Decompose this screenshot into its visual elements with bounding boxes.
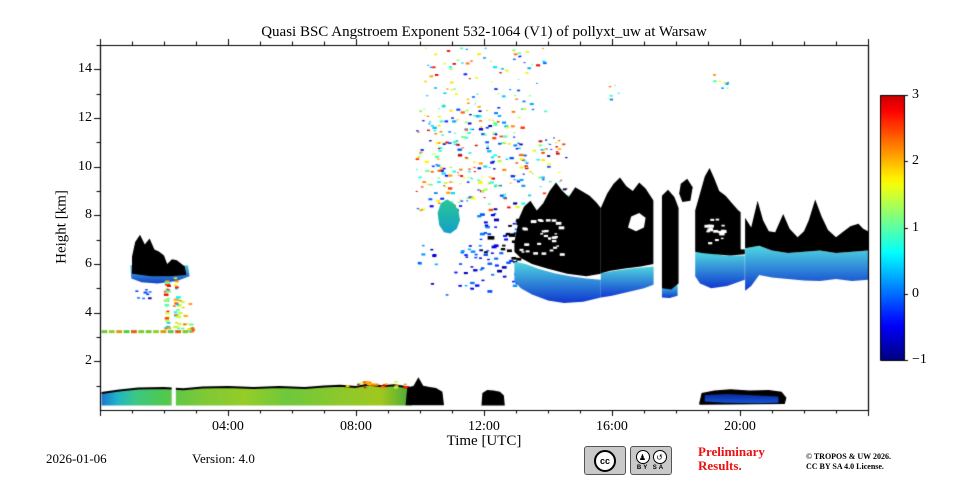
x-tick-label: 12:00	[468, 419, 500, 434]
preliminary-line2: Results.	[698, 458, 742, 473]
colorbar-tick-label: 1	[912, 219, 919, 235]
colorbar-tick-label: 3	[912, 87, 919, 102]
colorbar-tick-label: 2	[912, 153, 919, 169]
copyright-notice: © TROPOS & UW 2026. CC BY SA 4.0 License…	[806, 452, 891, 472]
preliminary-results-notice: Preliminary Results.	[698, 445, 765, 473]
attribution-person-icon: ♟	[635, 450, 650, 464]
x-tick-label: 08:00	[340, 419, 372, 434]
by-sa-caption: BY SA	[636, 465, 666, 471]
cc-icon: cc	[594, 449, 616, 472]
copyright-line1: © TROPOS & UW 2026.	[806, 452, 892, 461]
version-label: Version: 4.0	[192, 451, 255, 466]
y-axis-label: Height [km]	[53, 190, 70, 264]
y-tick-label: 8	[85, 207, 92, 223]
y-tick-label: 14	[78, 61, 92, 77]
preliminary-line1: Preliminary	[698, 444, 765, 459]
x-axis-label: Time [UTC]	[446, 433, 522, 449]
y-tick-label: 10	[78, 158, 92, 174]
cc-badge[interactable]: cc	[584, 446, 626, 475]
x-tick-label: 20:00	[724, 419, 756, 434]
y-tick-label: 4	[85, 304, 92, 320]
y-tick-label: 12	[78, 110, 92, 125]
copyright-line2: CC BY SA 4.0 License.	[806, 462, 884, 471]
chart-title: Quasi BSC Angstroem Exponent 532-1064 (V…	[261, 24, 707, 40]
colorbar-tick-label: −1	[912, 352, 927, 367]
y-tick-label: 2	[85, 353, 92, 369]
share-alike-icon: ↺	[652, 450, 667, 464]
cc-license-badges[interactable]: cc ♟ ↺ BY SA	[584, 446, 672, 475]
x-tick-label: 04:00	[212, 419, 244, 434]
measurement-date-label: 2026-01-06	[46, 451, 107, 466]
y-tick-label: 6	[85, 256, 92, 271]
x-tick-label: 16:00	[596, 419, 628, 434]
colorbar-tick-label: 0	[912, 285, 919, 301]
by-sa-badge[interactable]: ♟ ↺ BY SA	[630, 446, 672, 475]
